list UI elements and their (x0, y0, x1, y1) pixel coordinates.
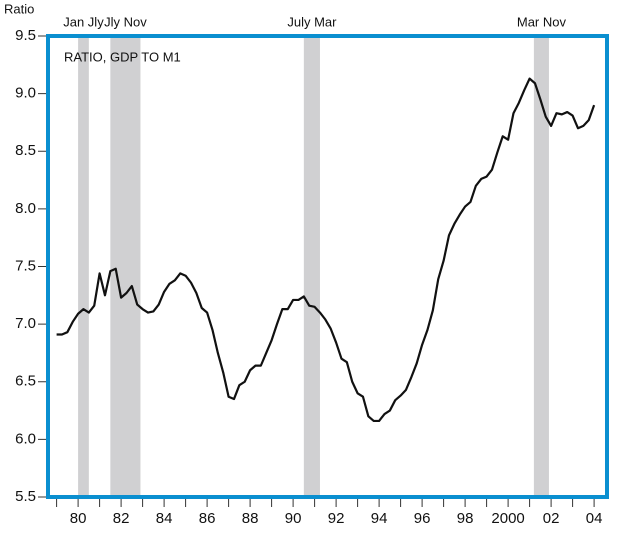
y-tick-label: 9.5 (15, 27, 36, 44)
recession-band (533, 36, 549, 497)
y-tick-label: 6.5 (15, 373, 36, 390)
x-tick-label: 98 (457, 510, 474, 527)
x-tick-label: 02 (543, 510, 560, 527)
y-tick-label: 6.0 (15, 430, 36, 447)
x-tick-label: 86 (199, 510, 216, 527)
recession-label: Jan Jly (63, 14, 104, 29)
x-tick-label: 90 (285, 510, 302, 527)
x-tick-label: 80 (70, 510, 87, 527)
plot-frame (46, 34, 609, 499)
x-tick-label: 92 (328, 510, 345, 527)
annotation: RATIO, GDP TO M1 (64, 49, 181, 64)
x-tick-label: 94 (371, 510, 388, 527)
x-tick-label: 88 (242, 510, 259, 527)
data-line (56, 77, 596, 423)
y-tick-label: 8.0 (15, 200, 36, 217)
recession-band (78, 36, 89, 497)
y-axis-label: Ratio (4, 1, 34, 16)
x-tick-label: 84 (156, 510, 173, 527)
y-tick-label: 8.5 (15, 142, 36, 159)
recession-label: July Mar (287, 14, 337, 29)
recession-label: Mar Nov (517, 14, 567, 29)
y-tick-label: 9.0 (15, 85, 36, 102)
x-tick-label: 04 (586, 510, 603, 527)
y-tick-label: 5.5 (15, 488, 36, 505)
recession-band (110, 36, 141, 497)
recession-label: Jly Nov (104, 14, 147, 29)
x-tick-label: 2000 (491, 510, 524, 527)
x-tick-label: 82 (113, 510, 130, 527)
x-tick-label: 96 (414, 510, 431, 527)
recession-band (303, 36, 320, 497)
y-tick-label: 7.5 (15, 257, 36, 274)
y-tick-label: 7.0 (15, 315, 36, 332)
